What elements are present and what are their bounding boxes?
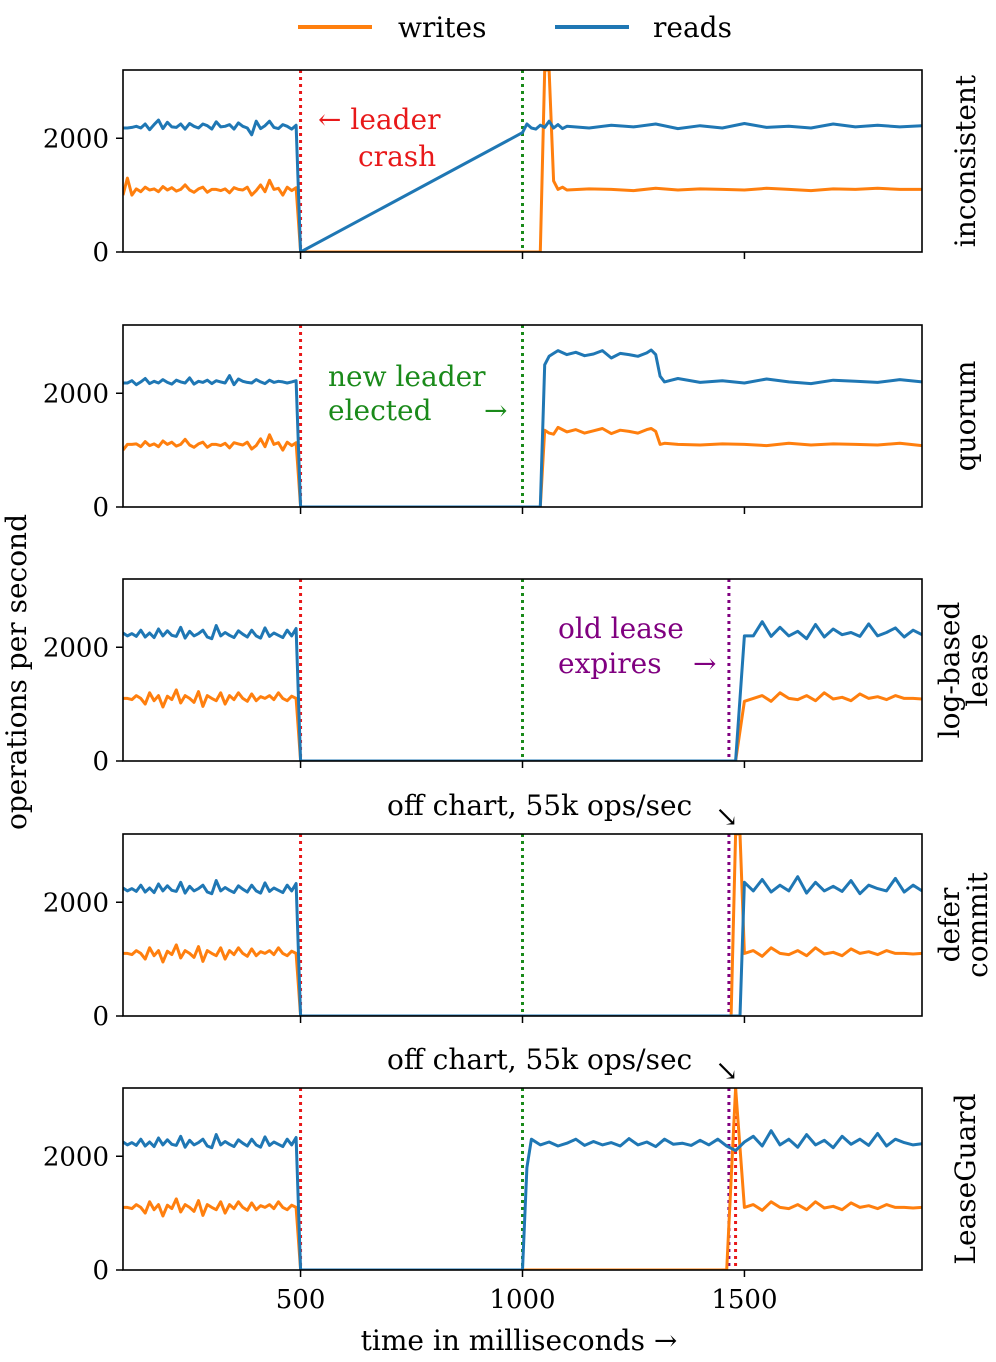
- series-writes-line: [123, 834, 922, 1016]
- y-tick-label: 2000: [43, 633, 109, 663]
- y-tick-label: 2000: [43, 124, 109, 154]
- panel-0: 0 2000 inconsistent: [43, 69, 982, 268]
- panel-label: inconsistent: [949, 74, 982, 247]
- y-tick-label: 0: [92, 747, 109, 777]
- series-reads-line: [123, 118, 922, 252]
- panel-4: 0 2000 500 1000 1500 LeaseGuard: [43, 1087, 982, 1315]
- y-tick-label: 0: [92, 1256, 109, 1286]
- y-tick-label: 0: [92, 1002, 109, 1032]
- series-writes-line: [123, 688, 922, 761]
- annotation-off-chart-defer-arrow: ↘: [715, 800, 738, 833]
- annotation-new-leader-line2: elected: [328, 394, 432, 427]
- panel-label: defercommit: [933, 871, 994, 978]
- annotation-leader-crash-line2: crash: [358, 140, 436, 173]
- y-tick-label: 2000: [43, 379, 109, 409]
- y-tick-label: 0: [92, 238, 109, 268]
- panel-label: log-basedlease: [933, 602, 994, 739]
- y-tick-label: 2000: [43, 1142, 109, 1172]
- legend-reads-label: reads: [653, 11, 732, 44]
- annotation-old-lease-line1: old lease: [558, 612, 684, 645]
- series-reads-line: [123, 620, 922, 761]
- annotation-new-leader-arrow: →: [484, 394, 507, 427]
- series-reads-line: [123, 1129, 922, 1270]
- series-reads-line: [123, 875, 922, 1016]
- y-tick-label: 0: [92, 493, 109, 523]
- series-writes-line: [123, 70, 922, 252]
- x-axis-label: time in milliseconds →: [361, 1324, 678, 1357]
- annotation-old-lease-line2: expires: [558, 647, 662, 680]
- series-reads-line: [123, 348, 922, 507]
- panels: 0 2000 inconsistent 0 2000 quorum 0 2000 log-bas…: [43, 69, 994, 1315]
- legend-writes-label: writes: [398, 11, 487, 44]
- annotations: ← leader crash new leader elected → old …: [318, 103, 738, 1087]
- annotation-off-chart-defer: off chart, 55k ops/sec: [387, 789, 692, 822]
- annotation-leader-crash-line1: ← leader: [318, 103, 441, 136]
- annotation-off-chart-leaseguard: off chart, 55k ops/sec: [387, 1043, 692, 1076]
- annotation-old-lease-arrow: →: [693, 647, 716, 680]
- annotation-new-leader-line1: new leader: [328, 360, 486, 393]
- y-tick-label: 2000: [43, 888, 109, 918]
- panel-label: quorum: [949, 361, 982, 472]
- x-tick-label: 500: [276, 1285, 326, 1315]
- panel-3: 0 2000 defercommit: [43, 833, 994, 1032]
- y-axis-label: operations per second: [0, 514, 33, 830]
- annotation-off-chart-leaseguard-arrow: ↘: [715, 1054, 738, 1087]
- panel-label: LeaseGuard: [949, 1093, 982, 1264]
- series-writes-line: [123, 425, 922, 507]
- x-tick-label: 1000: [489, 1285, 555, 1315]
- panel-1: 0 2000 quorum: [43, 324, 982, 523]
- x-tick-label: 1500: [711, 1285, 777, 1315]
- series-writes-line: [123, 1088, 922, 1270]
- panel-2: 0 2000 log-basedlease: [43, 578, 994, 777]
- legend: writes reads: [298, 11, 732, 44]
